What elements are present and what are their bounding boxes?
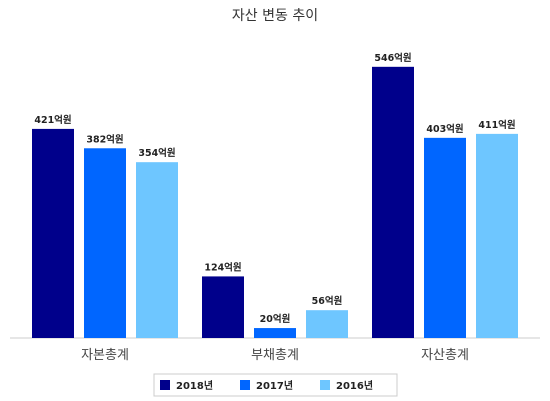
legend: 2018년 2017년 2016년 bbox=[153, 373, 398, 397]
data-label-1-3: 354억원 bbox=[138, 147, 175, 159]
legend-swatch-2 bbox=[240, 380, 250, 390]
data-label-2-2: 20억원 bbox=[260, 313, 291, 325]
category-label-2: 부채총계 bbox=[251, 348, 299, 363]
bar-3-1 bbox=[372, 66, 414, 338]
data-label-2-1: 124억원 bbox=[204, 261, 241, 273]
bar-2-1 bbox=[202, 276, 244, 338]
bar-2-3 bbox=[306, 310, 348, 338]
category-label-1: 자본총계 bbox=[81, 348, 129, 363]
bars-group bbox=[32, 66, 518, 338]
data-label-3-2: 403억원 bbox=[426, 123, 463, 135]
category-labels-group: 자본총계 부채총계 자산총계 bbox=[81, 348, 469, 363]
legend-label-1: 2018년 bbox=[176, 379, 213, 392]
data-labels-group: 421억원 382억원 354억원 124억원 20억원 56억원 546억원 403억원 41… bbox=[34, 52, 515, 325]
legend-swatch-1 bbox=[160, 380, 170, 390]
bar-3-3 bbox=[476, 133, 518, 338]
data-label-3-1: 546억원 bbox=[374, 52, 411, 64]
data-label-2-3: 56억원 bbox=[312, 295, 343, 307]
legend-label-3: 2016년 bbox=[336, 379, 373, 392]
bar-1-2 bbox=[84, 148, 126, 338]
legend-swatch-3 bbox=[320, 380, 330, 390]
bar-1-3 bbox=[136, 162, 178, 338]
data-label-3-3: 411억원 bbox=[478, 119, 515, 131]
legend-label-2: 2017년 bbox=[256, 379, 293, 392]
bar-2-2 bbox=[254, 328, 296, 338]
data-label-1-1: 421억원 bbox=[34, 114, 71, 126]
bar-3-2 bbox=[424, 137, 466, 338]
data-label-1-2: 382억원 bbox=[86, 133, 123, 145]
category-label-3: 자산총계 bbox=[421, 348, 469, 363]
legend-frame bbox=[153, 373, 398, 397]
bar-1-1 bbox=[32, 128, 74, 338]
chart-title: 자산 변동 추이 bbox=[232, 8, 318, 24]
